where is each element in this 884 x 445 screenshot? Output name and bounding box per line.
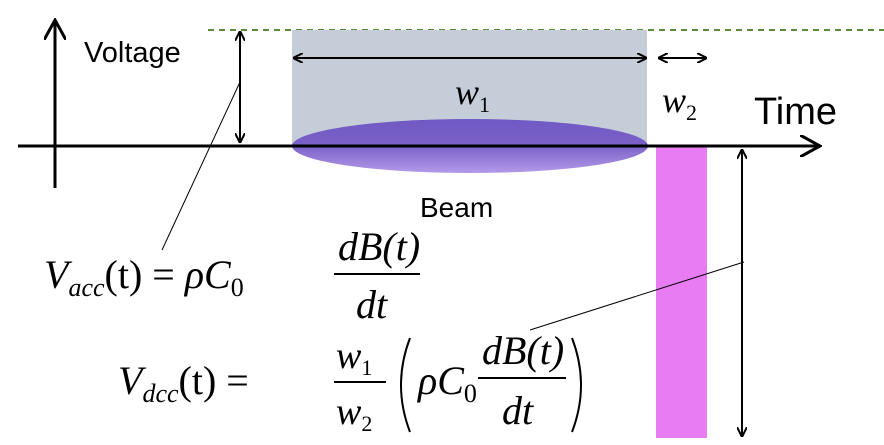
dcc-equation: Vdcc(t) = w1 w2 ρC0 dB(t) dt — [118, 328, 582, 436]
dcc-frac-denominator: w2 — [336, 391, 372, 436]
acc-denominator: dt — [356, 282, 388, 327]
acc-leader-line — [161, 81, 241, 251]
w1-label: w1 — [455, 72, 490, 117]
voltage-axis-label: Voltage — [84, 37, 181, 69]
acc-numerator: dB(t) — [338, 224, 420, 269]
dcc-left-paren — [400, 337, 411, 433]
beam-label: Beam — [420, 192, 493, 223]
dcc-lhs: Vdcc(t) = — [118, 358, 249, 408]
dcc-coef: ρC0 — [416, 358, 477, 408]
dcc-denominator: dt — [502, 388, 534, 433]
dcc-right-paren — [571, 337, 582, 433]
acc-equation: Vacc(t) = ρC0 dB(t) dt — [44, 224, 420, 327]
dcc-numerator: dB(t) — [482, 328, 564, 373]
dcc-leader-line — [529, 261, 745, 331]
acc-lhs: Vacc(t) = ρC0 — [44, 252, 244, 302]
time-axis-label: Time — [754, 91, 837, 133]
dcc-frac-numerator: w1 — [336, 335, 372, 380]
deceleration-pulse — [656, 146, 707, 438]
w2-label: w2 — [662, 80, 697, 125]
